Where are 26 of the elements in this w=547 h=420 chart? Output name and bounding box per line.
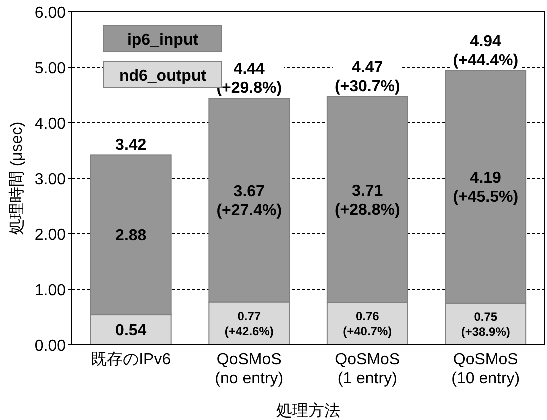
total-label: 4.94 (+44.4%) (453, 33, 519, 70)
data-label: 0.77 (+42.6%) (224, 309, 274, 338)
y-axis-title: 処理時間 (μsec) (8, 122, 26, 236)
total-label: 4.47 (+30.7%) (334, 60, 400, 96)
data-label: 3.71 (+28.8%) (334, 182, 400, 219)
data-label: 3.67 (+27.4%) (216, 184, 282, 220)
text: nd6_output (119, 68, 208, 85)
data-label: 0.75 (+38.9%) (461, 310, 510, 339)
total-label: 3.42 (116, 136, 147, 154)
y-tick-label: 5.00 (34, 60, 66, 78)
y-tick-label: 3.00 (34, 172, 66, 188)
data-label: 4.19 (+45.5%) (453, 170, 519, 206)
y-tick-label: 0.00 (34, 338, 66, 355)
x-axis-title: 処理方法 (276, 402, 340, 420)
y-tick-label: 6.00 (34, 5, 66, 22)
x-tick-label: 既存のIPv6 (91, 352, 172, 369)
y-tick-label: 1.00 (34, 282, 66, 300)
x-tick-label: QoSMoS (no entry) (215, 352, 284, 388)
data-label: 0.76 (+40.7%) (343, 310, 392, 339)
data-label: 0.54 (116, 322, 147, 340)
data-label: 2.88 (116, 228, 147, 245)
x-tick-label: QoSMoS (1 entry) (335, 352, 400, 388)
text: ip6_input (127, 32, 200, 49)
x-tick-label: QoSMoS (10 entry) (452, 352, 520, 388)
y-tick-label: 4.00 (34, 116, 66, 133)
y-tick-label: 2.00 (34, 227, 66, 244)
